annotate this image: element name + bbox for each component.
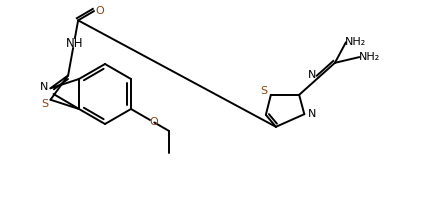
Text: O: O	[96, 6, 105, 16]
Text: N: N	[308, 70, 317, 79]
Text: N: N	[40, 83, 49, 92]
Text: NH₂: NH₂	[359, 52, 380, 62]
Text: S: S	[260, 86, 267, 96]
Text: O: O	[149, 117, 158, 127]
Text: NH₂: NH₂	[346, 37, 367, 47]
Text: S: S	[41, 98, 48, 108]
Text: N: N	[308, 109, 317, 119]
Text: NH: NH	[65, 37, 83, 50]
